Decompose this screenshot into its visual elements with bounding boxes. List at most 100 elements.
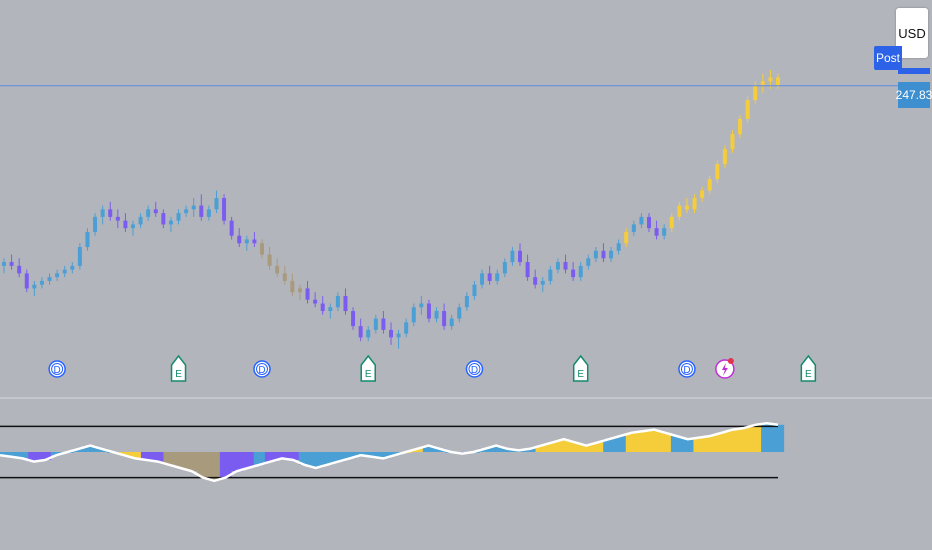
dividend-marker[interactable]: D [48,360,66,378]
histogram-bar [670,436,683,452]
candle [32,280,37,296]
candle [502,258,507,278]
candle [290,273,295,296]
candle [616,239,621,255]
price-scale-marker [898,68,930,74]
candle [404,318,409,338]
marker-label: D [54,365,61,376]
marker-label: E [577,369,584,380]
candle [282,265,287,285]
histogram-bar [129,452,142,459]
candle [146,205,151,221]
split-marker[interactable] [715,358,735,379]
candle [24,269,29,293]
histogram-bar [321,452,334,465]
marker-label: E [175,369,182,380]
histogram-bar [682,439,694,452]
candle [260,239,264,259]
candle [275,258,280,278]
candle [692,194,697,214]
candle [222,194,227,225]
candle [700,186,705,202]
histogram-bar [761,423,773,452]
candle [161,209,166,229]
histogram-bar [659,432,672,452]
histogram-bar [219,452,232,478]
candle [601,243,606,263]
candle [647,213,651,232]
candle [214,190,219,214]
candle [229,216,234,240]
marker-label: D [258,365,265,376]
candle [55,269,60,281]
candle [495,269,500,285]
candle [47,273,52,285]
candle [100,205,105,225]
candle [684,198,689,214]
candle [93,213,98,236]
candle [722,145,727,168]
histogram-bar [715,432,728,452]
histogram-bar [140,452,153,460]
candle [131,220,135,236]
candle [77,243,82,270]
histogram-bar [546,442,559,452]
candle [343,288,348,315]
histogram-bar [16,452,29,459]
earnings-marker[interactable]: E [170,354,187,382]
candle [487,265,492,285]
histogram-bar [377,452,390,459]
candle [624,228,629,248]
histogram-bar [693,437,706,452]
candle [70,262,75,274]
candle [457,303,462,323]
candle [449,314,454,330]
marker-label: E [365,369,372,380]
candle [707,175,712,195]
candle [199,194,204,221]
histogram-bar [186,452,198,472]
histogram-bar [389,452,401,456]
histogram-bar [591,442,604,452]
candle [351,307,356,330]
candle [578,262,583,281]
histogram-bar [366,452,379,457]
earnings-marker[interactable]: E [572,354,589,382]
histogram-bar [355,452,367,456]
session-badge: Post [874,46,902,70]
candle [328,303,333,319]
histogram-bar [73,448,86,452]
candle [244,235,249,251]
last-price-label: 247.83 [895,88,932,102]
histogram-bar [39,452,52,460]
candle [191,198,196,217]
dividend-marker[interactable]: D [678,360,696,378]
histogram-bar [490,445,503,452]
candle [745,96,750,123]
dividend-marker[interactable]: D [253,360,271,378]
candle [153,201,158,217]
candle [631,220,636,236]
candle [419,295,424,315]
histogram-bar [637,431,649,452]
histogram-bar [625,432,638,452]
histogram-bar [231,452,243,472]
candle [9,254,14,270]
earnings-marker[interactable]: E [360,354,376,382]
session-label: Post [876,51,901,65]
candle [533,269,538,289]
candle [358,318,363,342]
histogram-bar [242,452,255,468]
dividend-marker[interactable]: D [465,360,484,378]
marker-label: E [805,369,812,380]
histogram-bar [174,452,187,468]
histogram-bar [738,428,751,452]
candle [2,258,6,274]
histogram-bar [5,452,18,457]
histogram-bar [208,452,221,481]
candle [108,201,113,221]
earnings-marker[interactable]: E [800,354,817,382]
candle [609,247,614,263]
